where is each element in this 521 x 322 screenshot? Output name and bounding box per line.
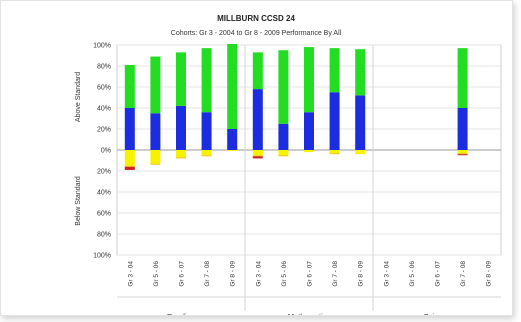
bar-segment (176, 52, 186, 106)
y-tick-label: 40% (97, 106, 111, 113)
x-tick-label: Gr 3 - 04 (383, 261, 390, 287)
bar-segment (201, 150, 212, 156)
x-tick-label: Gr 6 - 07 (435, 261, 442, 287)
bar-segment (355, 49, 366, 96)
y-tick-label: 100% (93, 43, 111, 50)
bar-segment (355, 95, 366, 150)
bar-segment (124, 150, 135, 166)
bar-segment (124, 108, 135, 150)
x-tick-label: Gr 6 - 07 (307, 261, 314, 287)
bar-segment (176, 157, 186, 159)
bar-segment (227, 43, 238, 130)
bar-segment (457, 150, 468, 154)
bar-segment (329, 92, 340, 150)
bar-segment (176, 105, 186, 150)
y-tick-label: 60% (97, 85, 111, 92)
bar-segment (201, 48, 212, 113)
x-tick-label: Gr 3 - 04 (255, 261, 262, 287)
bar-segment (227, 129, 238, 150)
y-axis-label-below: Below Standard (75, 176, 82, 226)
bar-segment (252, 52, 263, 90)
bar-segment (201, 155, 212, 157)
y-tick-label: 80% (97, 232, 111, 239)
bar-segment (124, 64, 135, 108)
y-tick-label: 0% (101, 148, 111, 155)
y-tick-label: 40% (97, 190, 111, 197)
x-tick-label: Gr 8 - 09 (358, 261, 365, 287)
bar-segment (150, 113, 161, 150)
bar-segment (304, 112, 314, 150)
bar-segment (457, 48, 468, 108)
bar-segment (304, 47, 314, 113)
bar-segment (252, 89, 263, 150)
chart-subtitle: Cohorts: Gr 3 - 2004 to Gr 8 - 2009 Perf… (171, 30, 342, 37)
chart-card: MILLBURN CCSD 24 Cohorts: Gr 3 - 2004 to… (0, 0, 513, 316)
x-tick-label: Gr 7 - 08 (460, 261, 467, 287)
group-label: Reading (167, 312, 195, 315)
bar-segment (124, 165, 135, 167)
bar-segment (329, 153, 340, 155)
x-tick-label: Gr 5 - 06 (281, 261, 288, 287)
x-tick-label: Gr 7 - 08 (204, 261, 211, 287)
bar-segment (355, 150, 366, 155)
bar-segment (150, 150, 161, 164)
bar-segment (304, 150, 314, 153)
bar-segment (329, 48, 340, 93)
y-tick-label: 80% (97, 64, 111, 71)
stacked-bar-chart: MILLBURN CCSD 24 Cohorts: Gr 3 - 2004 to… (75, 14, 502, 315)
y-tick-label: 20% (97, 127, 111, 134)
bar-segment (124, 166, 135, 170)
bar-segment (227, 150, 238, 152)
bar-segment (252, 156, 263, 159)
x-tick-label: Gr 3 - 04 (127, 261, 134, 287)
bar-segment (201, 112, 212, 150)
chart-title: MILLBURN CCSD 24 (217, 14, 295, 23)
bar-segment (150, 56, 161, 114)
x-tick-label: Gr 7 - 08 (332, 261, 339, 287)
group-label: Science (424, 312, 451, 315)
bar-segment (278, 50, 289, 124)
x-tick-label: Gr 8 - 09 (486, 261, 493, 287)
x-tick-label: Gr 5 - 06 (409, 261, 416, 287)
y-tick-label: 20% (97, 169, 111, 176)
bar-segment (457, 108, 468, 150)
bar-segment (329, 150, 340, 154)
group-label: Mathematics (288, 312, 331, 315)
bar-segment (252, 150, 263, 156)
bar-segment (278, 150, 289, 156)
y-tick-label: 60% (97, 211, 111, 218)
bar-segment (176, 150, 186, 158)
x-tick-label: Gr 5 - 06 (153, 261, 160, 287)
bar-segment (278, 123, 289, 150)
bar-segment (457, 154, 468, 156)
bar-segment (252, 155, 263, 157)
y-tick-label: 100% (93, 253, 111, 260)
y-axis-label-above: Above Standard (75, 72, 82, 122)
bar-segment (278, 155, 289, 157)
bar-segment (150, 163, 161, 165)
x-tick-label: Gr 8 - 09 (230, 261, 237, 287)
x-tick-label: Gr 6 - 07 (179, 261, 186, 287)
bar-segment (457, 153, 468, 155)
